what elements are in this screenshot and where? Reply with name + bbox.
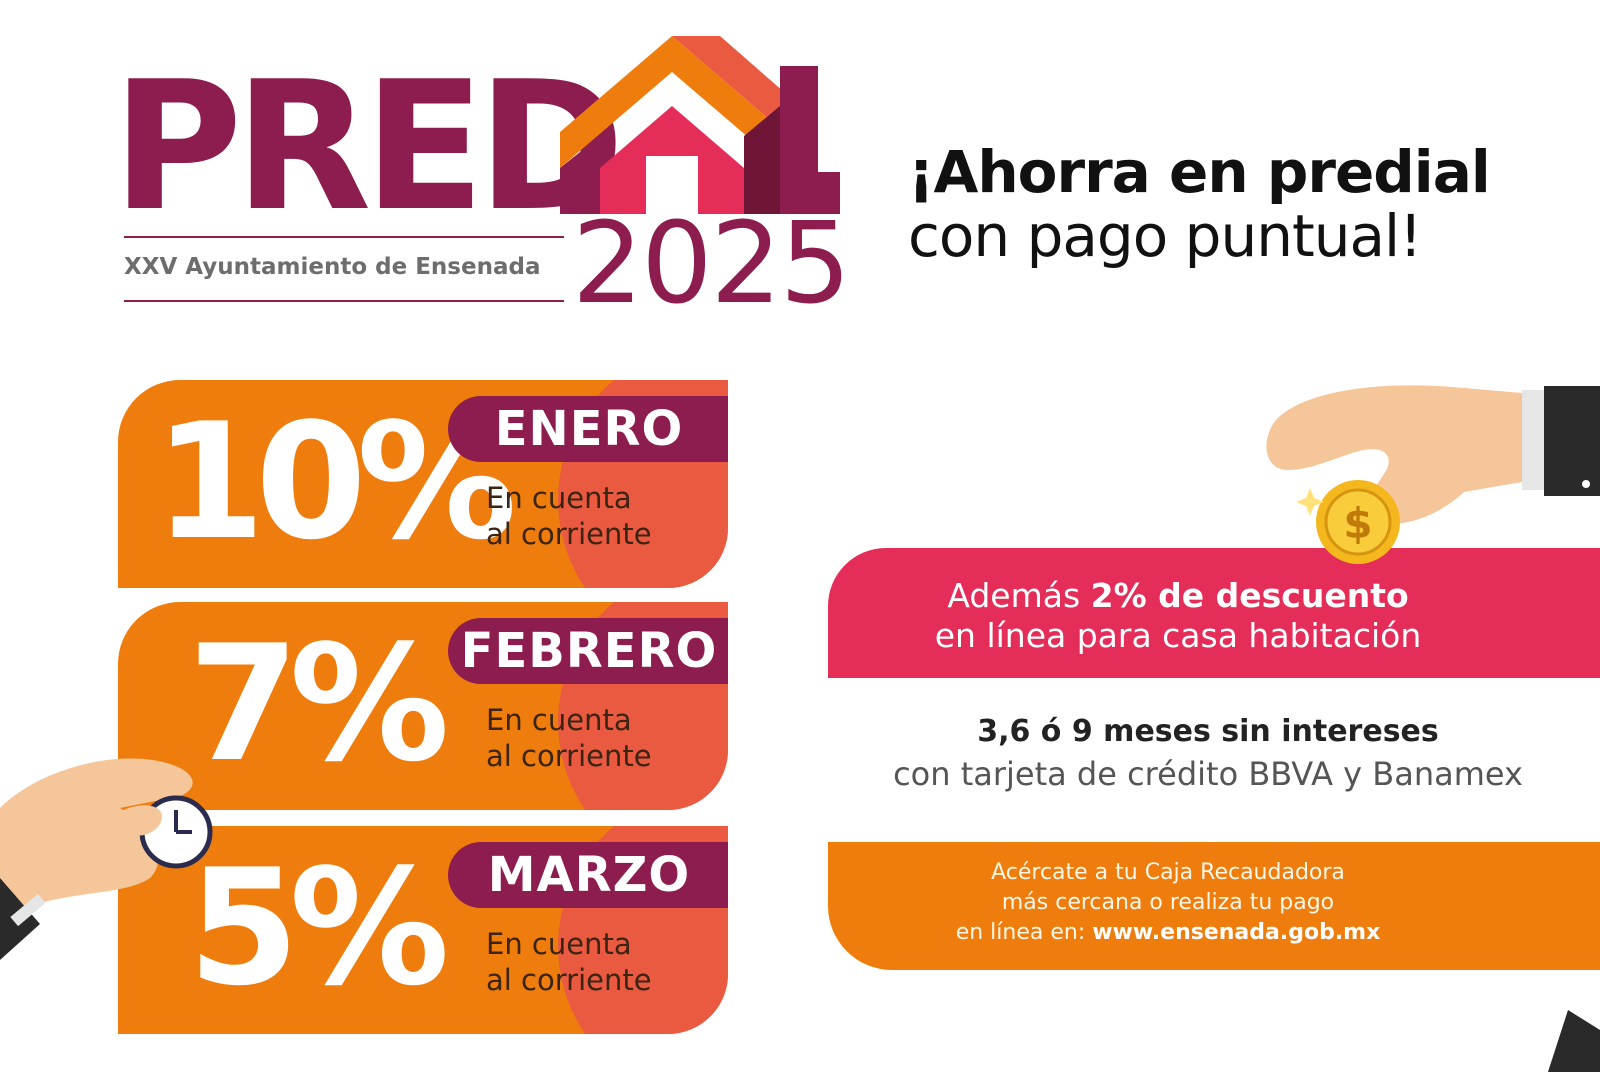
discount-tile-enero: 10% ENERO En cuenta al corriente — [118, 380, 728, 588]
online-discount-banner: Además 2% de descuento en línea para cas… — [828, 548, 1600, 678]
sleeve-corner-decoration — [1548, 1010, 1600, 1072]
discount-note-line2: al corriente — [486, 517, 652, 551]
svg-text:$: $ — [1343, 499, 1372, 548]
discount-note-line1: En cuenta — [486, 481, 632, 515]
house-icon — [560, 36, 840, 214]
discount-percent: 7% — [188, 610, 450, 797]
headline-line1: ¡Ahorra en predial — [908, 138, 1491, 206]
hand-with-coin-illustration: $ — [1266, 385, 1600, 564]
discount-percent: 5% — [188, 834, 450, 1021]
payment-info-line1: Acércate a tu Caja Recaudadora — [991, 860, 1345, 885]
online-discount-line1: Además 2% de descuento — [828, 576, 1528, 615]
logo-organization: XXV Ayuntamiento de Ensenada — [124, 254, 541, 280]
discount-note: En cuenta al corriente — [486, 702, 652, 774]
payment-info-line3: en línea en: www.ensenada.gob.mx — [828, 920, 1508, 945]
discount-tile-marzo: 5% MARZO En cuenta al corriente — [118, 826, 728, 1034]
dollar-coin-icon: $ — [1316, 480, 1400, 564]
online-discount-prefix: Además — [947, 576, 1091, 615]
discount-note-line1: En cuenta — [486, 927, 632, 961]
month-badge: MARZO — [448, 842, 728, 908]
discount-note: En cuenta al corriente — [486, 926, 652, 998]
discount-note-line2: al corriente — [486, 739, 652, 773]
online-discount-line2: en línea para casa habitación — [934, 616, 1422, 655]
online-discount-highlight: 2% de descuento — [1090, 576, 1409, 615]
headline-line2: con pago puntual! — [908, 202, 1422, 270]
installments-line1: 3,6 ó 9 meses sin intereses — [977, 714, 1439, 749]
month-badge: FEBRERO — [448, 618, 728, 684]
payment-info-banner: Acércate a tu Caja Recaudadora más cerca… — [828, 842, 1600, 970]
logo-year: 2025 — [572, 199, 851, 329]
headline: ¡Ahorra en predial con pago puntual! — [908, 138, 1491, 270]
logo-word: PRED — [112, 43, 625, 250]
month-badge: ENERO — [448, 396, 728, 462]
hand-with-clock-illustration — [0, 758, 213, 960]
logo-rule-top — [124, 236, 564, 238]
payment-info-prefix: en línea en: — [955, 920, 1093, 945]
discount-note-line1: En cuenta — [486, 703, 632, 737]
discount-note: En cuenta al corriente — [486, 480, 652, 552]
website-link[interactable]: www.ensenada.gob.mx — [1092, 920, 1381, 945]
discount-note-line2: al corriente — [486, 963, 652, 997]
payment-info-line2: más cercana o realiza tu pago — [1001, 890, 1335, 915]
installments-line2: con tarjeta de crédito BBVA y Banamex — [893, 755, 1523, 793]
logo-rule-bottom — [124, 300, 564, 302]
discount-tile-febrero: 7% FEBRERO En cuenta al corriente — [118, 602, 728, 810]
installments-info: 3,6 ó 9 meses sin intereses con tarjeta … — [828, 712, 1588, 796]
